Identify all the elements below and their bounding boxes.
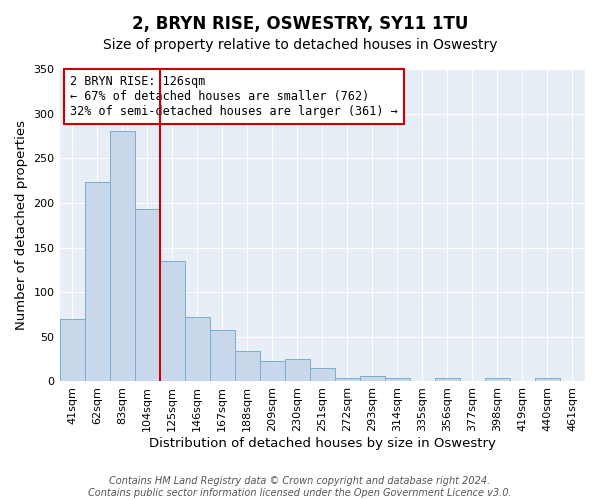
Bar [460,380,485,382]
X-axis label: Distribution of detached houses by size in Oswestry: Distribution of detached houses by size … [149,437,496,450]
Bar [209,330,235,382]
Bar [110,132,134,382]
Bar [335,378,360,382]
Text: Contains HM Land Registry data © Crown copyright and database right 2024.
Contai: Contains HM Land Registry data © Crown c… [88,476,512,498]
Bar [134,209,160,382]
Bar [435,378,460,382]
Y-axis label: Number of detached properties: Number of detached properties [15,120,28,330]
Bar [260,361,285,382]
Bar [360,376,385,382]
Text: 2, BRYN RISE, OSWESTRY, SY11 1TU: 2, BRYN RISE, OSWESTRY, SY11 1TU [132,15,468,33]
Bar [310,368,335,382]
Bar [510,380,535,382]
Bar [535,378,560,382]
Bar [485,378,510,382]
Bar [59,319,85,382]
Text: Size of property relative to detached houses in Oswestry: Size of property relative to detached ho… [103,38,497,52]
Bar [235,351,260,382]
Bar [560,380,585,382]
Bar [285,359,310,382]
Bar [85,182,110,382]
Bar [185,317,209,382]
Bar [160,261,185,382]
Text: 2 BRYN RISE: 126sqm
← 67% of detached houses are smaller (762)
32% of semi-detac: 2 BRYN RISE: 126sqm ← 67% of detached ho… [70,75,398,118]
Bar [385,378,410,382]
